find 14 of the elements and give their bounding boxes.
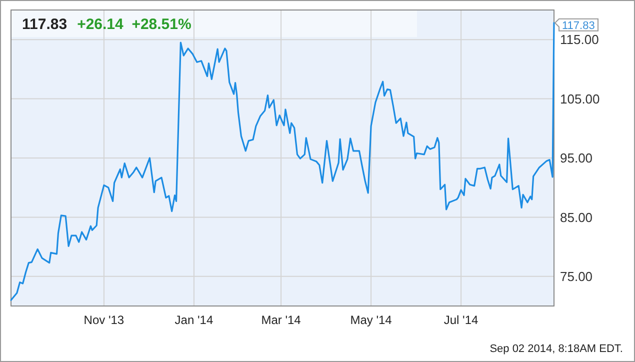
y-tick-label: 95.00 bbox=[560, 150, 593, 166]
x-tick-label: Nov '13 bbox=[84, 313, 124, 327]
text: Sep 02 2014, 8:18AM EDT. bbox=[490, 343, 623, 355]
y-tick-label: 105.00 bbox=[560, 91, 600, 106]
y-tick-label: 75.00 bbox=[560, 268, 593, 284]
y-tick-label: 115.00 bbox=[560, 32, 599, 48]
chart-title: 117.83 bbox=[22, 16, 68, 33]
x-tick-label: Mar '14 bbox=[261, 313, 302, 327]
x-tick-label: Jul '14 bbox=[444, 313, 479, 327]
annotation: 117.83 bbox=[562, 20, 595, 32]
x-tick-label: May '14 bbox=[350, 313, 392, 327]
x-tick-label: Jan '14 bbox=[174, 313, 214, 327]
chart-subtitle: +26.14 +28.51% bbox=[77, 16, 192, 33]
y-tick-label: 85.00 bbox=[560, 210, 593, 225]
